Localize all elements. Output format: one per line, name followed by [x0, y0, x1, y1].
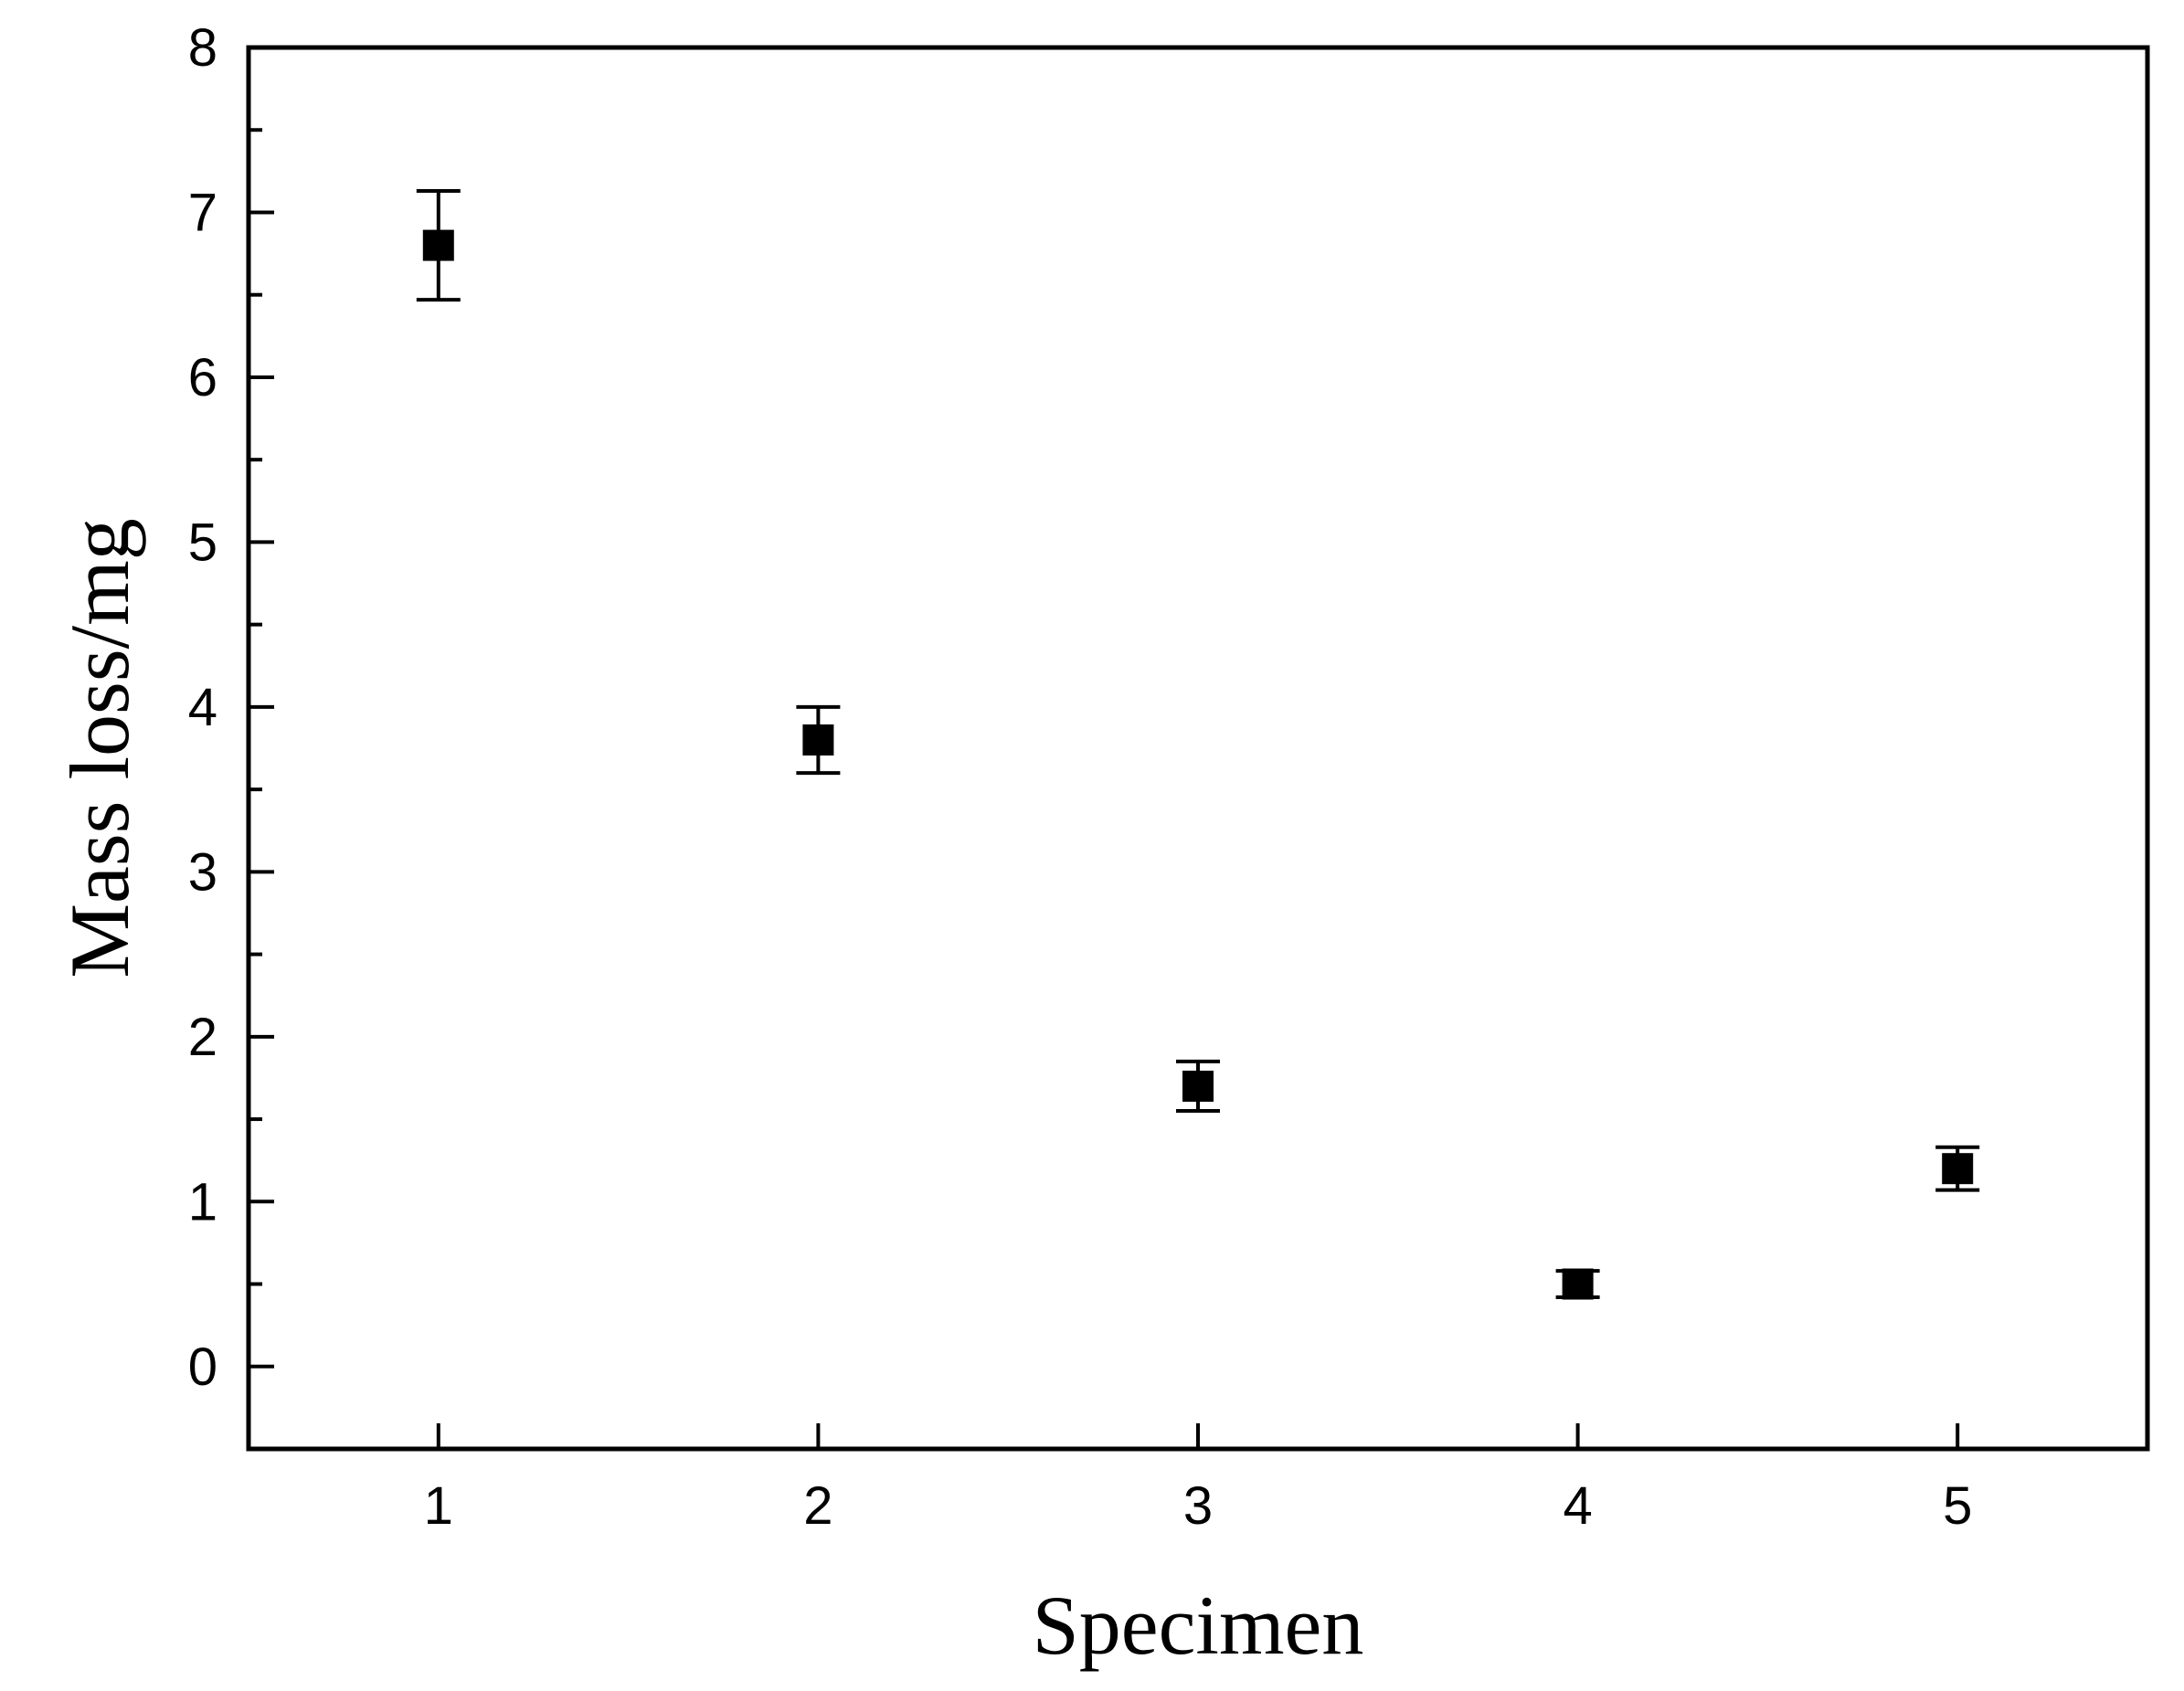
y-tick-label: 6: [188, 348, 217, 407]
plot-frame: [246, 45, 2150, 1452]
y-tick-label: 2: [188, 1008, 217, 1067]
x-tick-label: 3: [1183, 1476, 1213, 1536]
data-point: [1562, 1268, 1594, 1300]
y-tick-label: 5: [188, 513, 217, 572]
x-tick-label: 1: [424, 1476, 453, 1536]
data-point: [802, 724, 834, 756]
data-point: [422, 229, 454, 261]
ticks-layer: [249, 46, 1960, 1449]
y-tick-label: 8: [188, 18, 217, 78]
data-point: [1182, 1070, 1214, 1102]
errorbars-layer: [416, 189, 1980, 1299]
y-tick-label: 1: [188, 1172, 217, 1231]
y-tick-label: 7: [188, 183, 217, 242]
x-axis-title: Specimen: [1033, 1579, 1364, 1672]
x-tick-label: 5: [1943, 1476, 1972, 1536]
y-tick-label: 4: [188, 678, 217, 737]
x-tick-label: 2: [803, 1476, 832, 1536]
y-axis-title: Mass loss/mg: [53, 518, 146, 978]
data-point: [1942, 1153, 1974, 1185]
tick-labels-layer: 0 1 2 3 4 5 6 7 8 1 2 3 4 5: [188, 18, 1973, 1536]
y-tick-label: 0: [188, 1337, 217, 1397]
markers-layer: [422, 229, 1974, 1300]
y-tick-label: 3: [188, 842, 217, 902]
x-tick-label: 4: [1563, 1476, 1592, 1536]
